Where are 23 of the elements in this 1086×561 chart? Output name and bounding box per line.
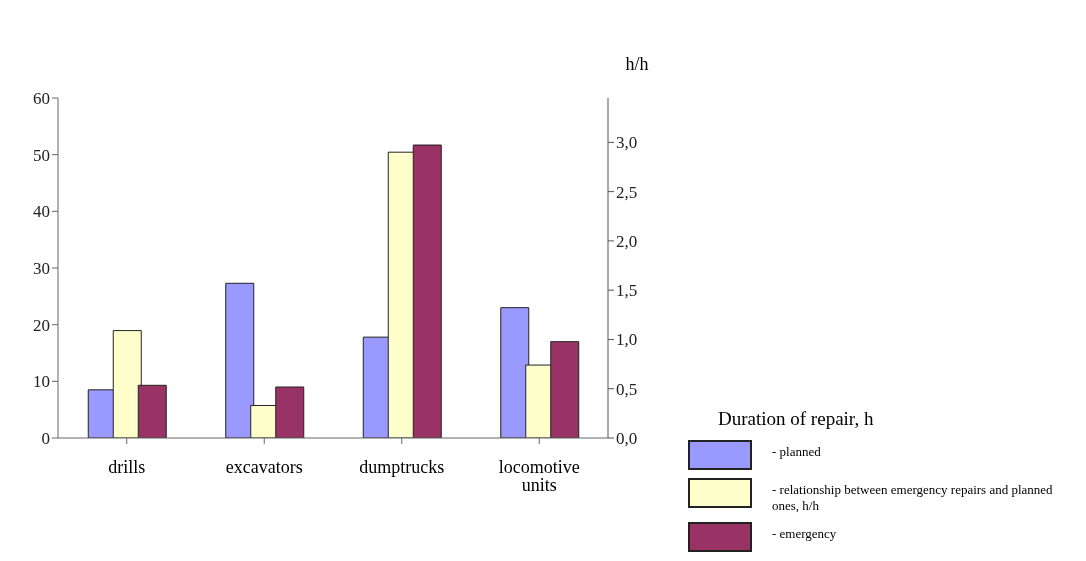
y2-tick-label: 3,0 [616, 133, 638, 153]
y-tick-label: 20 [33, 315, 50, 335]
y2-tick-label: 2,5 [616, 182, 638, 202]
y2-axis-title: h/h [625, 54, 649, 74]
y-tick-label: 10 [33, 372, 50, 392]
x-tick-label: excavators [225, 456, 303, 477]
y-tick-label: 50 [33, 145, 50, 165]
y2-tick-label: 1,0 [616, 330, 638, 350]
legend-title: Duration of repair, h [718, 408, 875, 430]
y-tick-label: 60 [33, 89, 50, 109]
y2-tick-label: 2,0 [616, 231, 638, 251]
y2-tick-label: 0,0 [616, 429, 638, 449]
y-tick-label: 0 [41, 429, 50, 449]
x-tick-label: locomotive units [498, 456, 580, 495]
y-tick-label: 30 [33, 259, 50, 279]
y-tick-label: 40 [33, 202, 50, 222]
x-tick-label: drills [108, 456, 146, 477]
legend-label: - emergency [772, 526, 838, 542]
y2-tick-label: 1,5 [616, 281, 638, 301]
x-tick-label: dumptrucks [359, 456, 445, 477]
legend-label: - planned [772, 444, 822, 460]
y2-tick-label: 0,5 [616, 379, 638, 399]
legend-label: - relationship between emergency repairs and planned ones, h/h [772, 482, 1054, 514]
